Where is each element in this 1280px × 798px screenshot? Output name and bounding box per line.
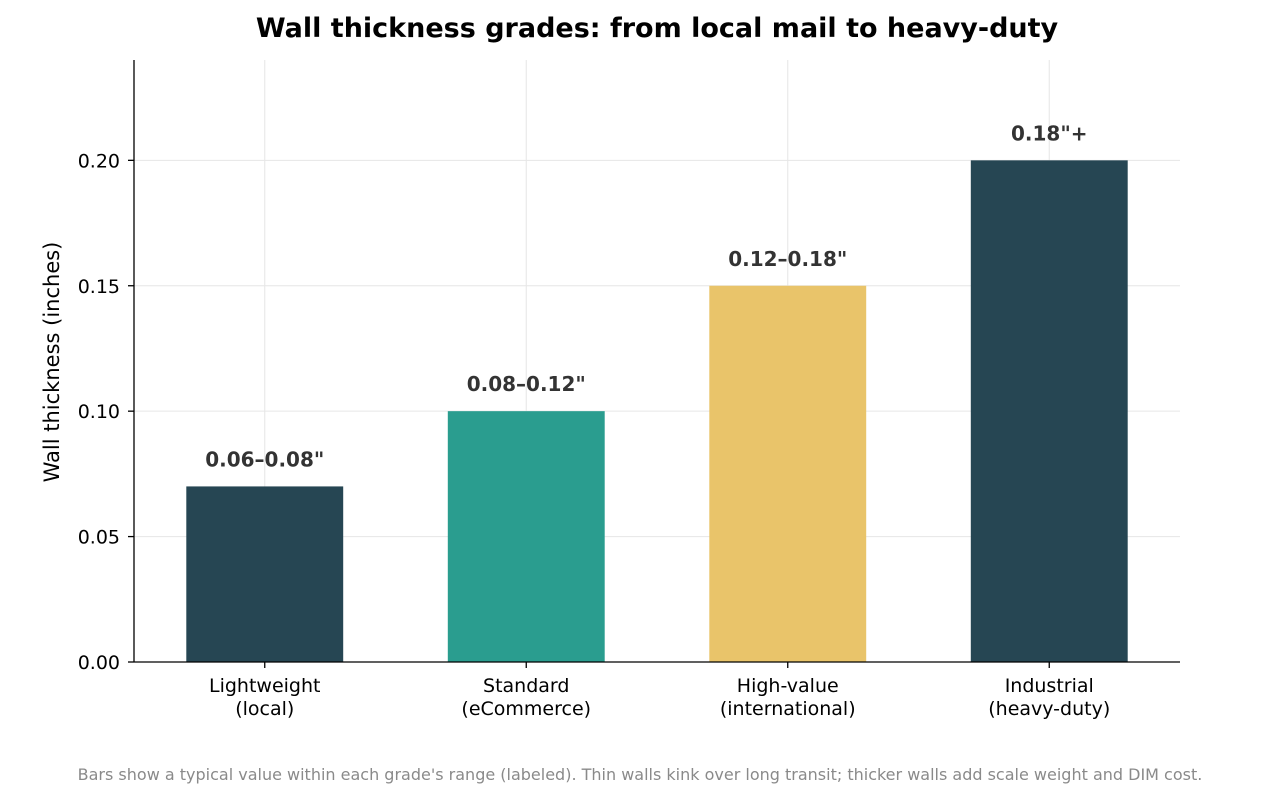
- x-tick-label: High-value (international): [720, 675, 856, 720]
- x-tick-label: Lightweight (local): [209, 675, 320, 720]
- bar-value-labels: 0.06–0.08" 0.08–0.12" 0.12–0.18" 0.18"+: [205, 121, 1087, 471]
- chart-title: Wall thickness grades: from local mail t…: [256, 13, 1059, 44]
- bar-value-label: 0.08–0.12": [467, 372, 586, 396]
- y-tick-label: 0.20: [78, 150, 120, 172]
- x-ticks: Lightweight (local) Standard (eCommerce) Hig…: [209, 662, 1110, 720]
- bar: [447, 411, 605, 662]
- y-ticks: 0.00 0.05 0.10 0.15 0.20: [78, 150, 134, 674]
- y-axis-label: Wall thickness (inches): [40, 242, 64, 483]
- x-tick-label: Industrial (heavy-duty): [988, 675, 1110, 720]
- bar-value-label: 0.12–0.18": [728, 247, 847, 271]
- bar: [186, 486, 344, 662]
- x-tick-label: Standard (eCommerce): [461, 675, 591, 720]
- bar: [709, 285, 867, 662]
- bar-value-label: 0.06–0.08": [205, 447, 324, 471]
- bar-value-label: 0.18"+: [1011, 121, 1088, 145]
- y-tick-label: 0.15: [78, 276, 120, 298]
- bars: [186, 160, 1128, 663]
- y-tick-label: 0.05: [78, 527, 120, 549]
- y-tick-label: 0.00: [78, 652, 120, 674]
- chart-caption: Bars show a typical value within each gr…: [78, 765, 1203, 784]
- y-tick-label: 0.10: [78, 401, 120, 423]
- bar: [970, 160, 1128, 663]
